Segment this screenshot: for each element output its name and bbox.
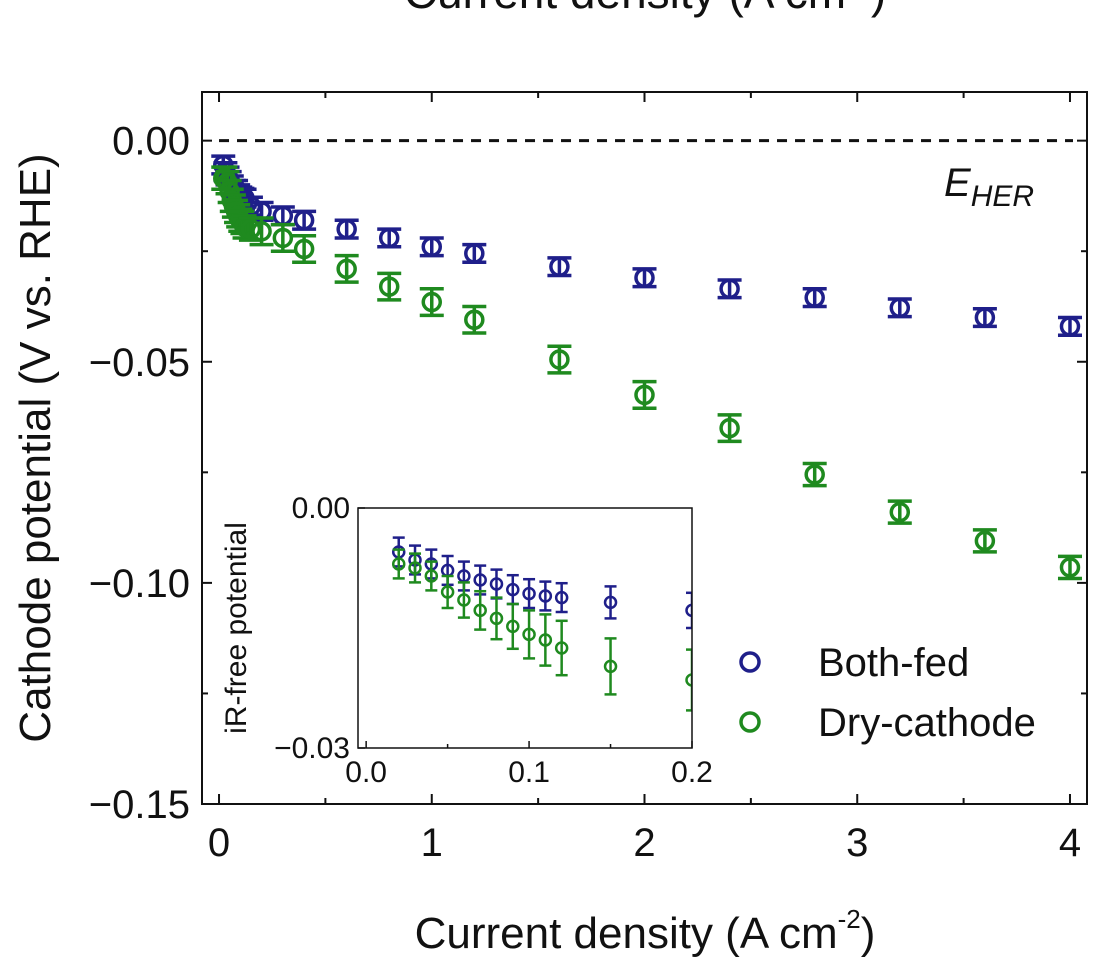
data-point-both-fed [522, 586, 536, 601]
data-point-dry-cathode [1059, 557, 1081, 578]
data-point-dry-cathode [251, 221, 272, 242]
data-point-both-fed [506, 582, 520, 597]
x-tick-label: 4 [1059, 821, 1081, 865]
data-point-dry-cathode [378, 276, 400, 297]
data-point-both-fed [549, 256, 570, 277]
data-point-dry-cathode [685, 673, 692, 687]
inset-x-tick-label: 0.0 [345, 756, 387, 789]
y-tick-label: −0.15 [89, 783, 190, 827]
main-axis-ticks: 0 1 2 3 4 0.00 −0.05 −0.10 −0.15 [89, 92, 1087, 865]
inset-y-tick-label: 0.00 [292, 492, 350, 525]
data-point-dry-cathode [293, 238, 315, 260]
data-point-dry-cathode [336, 258, 357, 280]
data-point-dry-cathode [489, 611, 504, 626]
data-point-dry-cathode [974, 530, 996, 552]
data-point-both-fed [889, 297, 911, 319]
inset-y-axis-label: iR-free potential [220, 522, 253, 734]
data-point-dry-cathode [408, 561, 422, 575]
y-tick-label: −0.05 [89, 341, 190, 385]
data-point-both-fed [974, 307, 996, 328]
legend-marker-both-fed [739, 651, 761, 673]
x-tick-label: 1 [421, 821, 443, 865]
data-point-dry-cathode [554, 641, 569, 655]
legend: Both-fed Dry-cathode [739, 641, 1036, 745]
inset-x-tick-label: 0.1 [508, 756, 550, 789]
x-tick-label: 3 [846, 821, 868, 865]
data-point-dry-cathode [804, 464, 825, 485]
data-point-both-fed [336, 218, 357, 240]
data-point-both-fed [293, 209, 315, 231]
data-point-both-fed [489, 577, 504, 591]
data-point-dry-cathode [473, 603, 487, 618]
legend-marker-dry-cathode [739, 711, 761, 733]
inset-plot-background [358, 508, 692, 748]
data-point-dry-cathode [549, 349, 570, 370]
data-point-both-fed [804, 287, 825, 308]
x-axis-label: Current density (A cm-2) [415, 904, 876, 958]
data-point-dry-cathode [603, 659, 618, 674]
data-point-both-fed [421, 236, 443, 258]
data-point-dry-cathode [634, 384, 655, 406]
top-clipped-axis-label: Current density (A cm-2) [404, 0, 887, 18]
data-point-both-fed [464, 243, 485, 264]
y-tick-label: 0.00 [112, 120, 190, 164]
data-point-dry-cathode [440, 585, 455, 599]
reference-line-label: EHER [944, 161, 1034, 213]
data-point-dry-cathode [424, 569, 439, 583]
data-point-dry-cathode [464, 309, 485, 331]
data-point-both-fed [473, 573, 487, 587]
legend-label-dry-cathode: Dry-cathode [818, 701, 1036, 745]
x-tick-label: 0 [208, 821, 230, 865]
data-point-dry-cathode [522, 627, 536, 642]
data-point-both-fed [538, 589, 553, 603]
data-point-both-fed [378, 227, 400, 249]
data-point-dry-cathode [719, 417, 740, 439]
data-point-both-fed [603, 595, 618, 610]
data-point-both-fed [554, 590, 569, 605]
data-point-dry-cathode [457, 593, 471, 607]
inset-axis-ticks: 0.0 0.1 0.2 0.00 −0.03 [274, 492, 713, 789]
x-tick-label: 2 [633, 821, 655, 865]
data-point-dry-cathode [538, 633, 553, 647]
data-point-dry-cathode [421, 291, 443, 313]
data-point-dry-cathode [506, 619, 520, 634]
data-point-dry-cathode [391, 557, 406, 571]
data-point-both-fed [1059, 316, 1081, 337]
main-series-group [211, 154, 1082, 581]
data-point-dry-cathode [272, 227, 294, 249]
inset-series-group [391, 536, 692, 712]
inset-y-tick-label: −0.03 [274, 732, 350, 765]
data-point-both-fed [719, 278, 740, 300]
y-axis-label: Cathode potential (V vs. RHE) [11, 153, 60, 742]
data-point-both-fed [685, 603, 692, 618]
data-point-dry-cathode [889, 501, 911, 523]
y-tick-label: −0.10 [89, 562, 190, 606]
data-point-dry-cathode [240, 218, 262, 240]
inset-x-tick-label: 0.2 [671, 756, 713, 789]
inset-plot-frame [357, 507, 693, 749]
data-point-both-fed [634, 267, 655, 288]
legend-label-both-fed: Both-fed [818, 641, 969, 685]
